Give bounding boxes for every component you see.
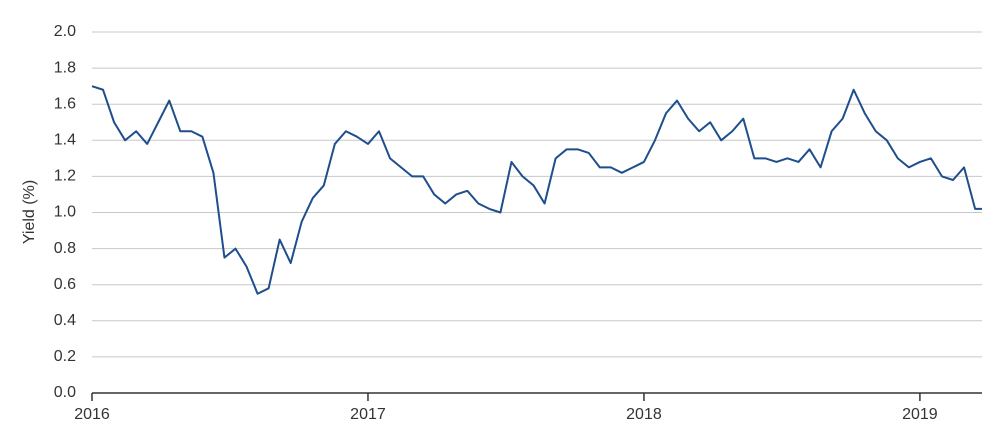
x-tick-label: 2019 (902, 406, 938, 423)
y-tick-label: 1.6 (54, 95, 76, 112)
y-tick-label: 0.6 (54, 276, 76, 293)
y-tick-label: 0.8 (54, 240, 76, 257)
y-tick-label: 1.8 (54, 59, 76, 76)
x-tick-label: 2016 (74, 406, 110, 423)
line (91, 85, 982, 295)
y-tick-label: 1.2 (54, 168, 76, 185)
y-tick-label: 0.4 (54, 312, 76, 329)
y-tick-label: 1.4 (54, 132, 76, 149)
y-tick-label: 1.0 (54, 204, 76, 221)
x-tick-label: 2017 (350, 406, 386, 423)
y-axis-label: Yield (%) (21, 180, 38, 244)
x-tick-label: 2018 (626, 406, 662, 423)
y-tick-label: 0.0 (54, 384, 76, 401)
y-tick-label: 2.0 (54, 23, 76, 40)
y-tick-label: 0.2 (54, 348, 76, 365)
